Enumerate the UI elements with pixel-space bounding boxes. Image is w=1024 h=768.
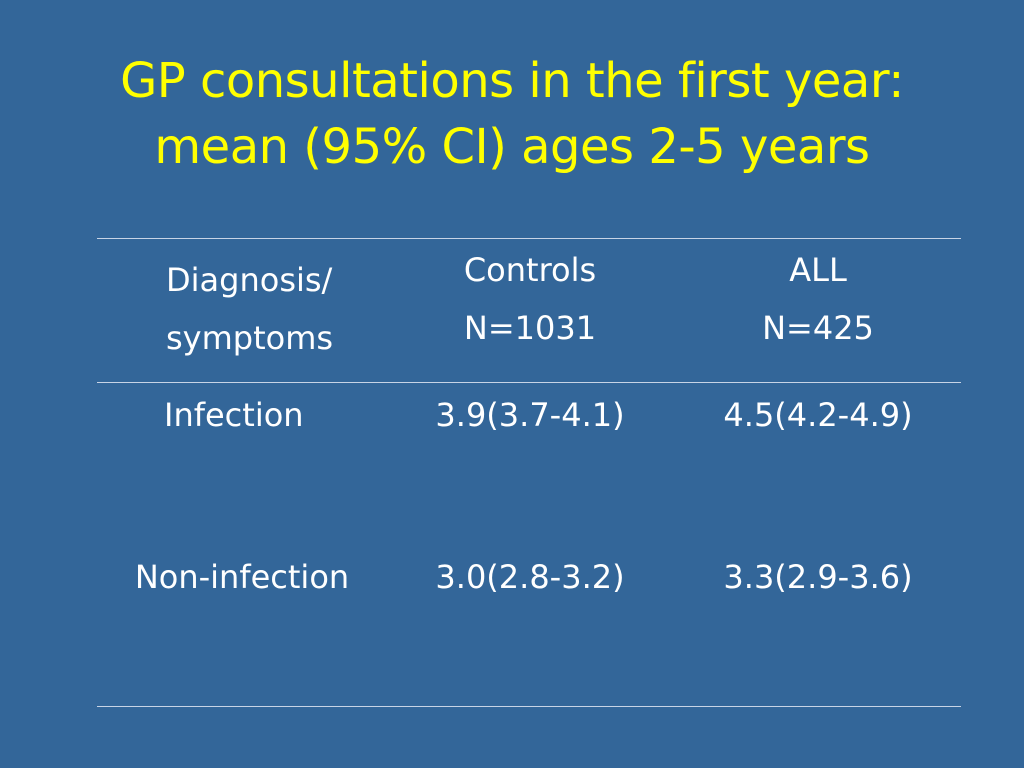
header-controls-line-1: Controls	[463, 251, 597, 289]
title-line-1: GP consultations in the first year:	[120, 53, 904, 109]
header-diagnosis: Diagnosis/ symptoms	[166, 251, 333, 367]
row-noninfection-controls: 3.0(2.8-3.2)	[435, 558, 625, 596]
header-all-line-1: ALL	[789, 251, 847, 289]
header-all: ALL N=425	[668, 241, 968, 357]
row-infection-label: Infection	[164, 396, 304, 434]
header-diagnosis-line-1: Diagnosis/	[166, 261, 333, 299]
row-infection-controls: 3.9(3.7-4.1)	[435, 396, 625, 434]
title-line-2: mean (95% CI) ages 2-5 years	[154, 119, 870, 175]
table-header-rule	[97, 382, 961, 383]
table-bottom-rule	[97, 706, 961, 707]
slide-title: GP consultations in the first year: mean…	[0, 48, 1024, 180]
header-controls-line-2: N=1031	[463, 309, 597, 347]
header-all-line-2: N=425	[762, 309, 874, 347]
header-diagnosis-line-2: symptoms	[166, 319, 334, 357]
header-controls: Controls N=1031	[380, 241, 680, 357]
row-noninfection-all: 3.3(2.9-3.6)	[723, 558, 913, 596]
row-noninfection-label: Non-infection	[134, 558, 350, 596]
row-infection-all: 4.5(4.2-4.9)	[723, 396, 913, 434]
table-top-rule	[97, 238, 961, 239]
